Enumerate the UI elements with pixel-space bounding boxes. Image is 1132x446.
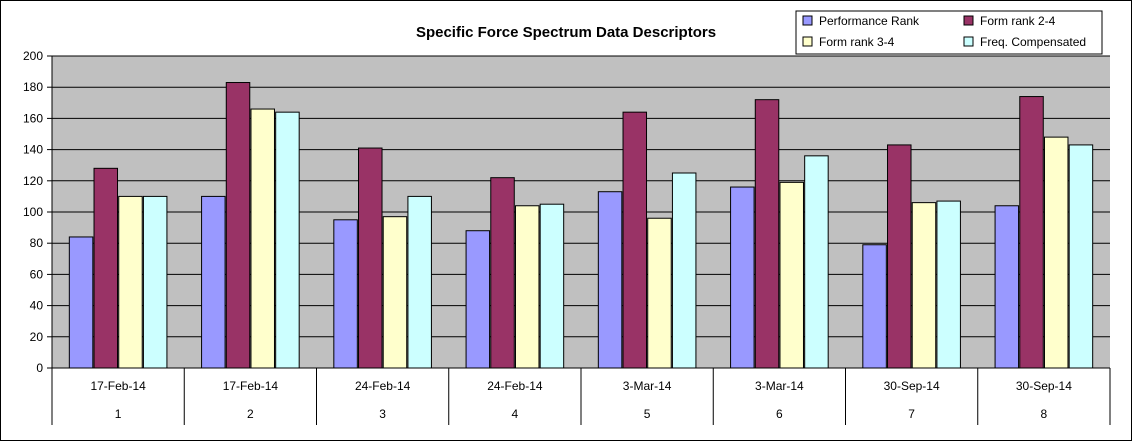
x-index-label: 7 bbox=[908, 407, 915, 421]
bar-2-cat-5 bbox=[622, 111, 648, 369]
x-index-label: 4 bbox=[512, 407, 519, 421]
bar-2-cat-8 bbox=[1019, 96, 1044, 369]
y-tick-label: 0 bbox=[36, 361, 43, 375]
bar-3-cat-7 bbox=[911, 202, 937, 369]
y-tick-label: 140 bbox=[23, 143, 43, 157]
legend-label-1: Performance Rank bbox=[819, 14, 920, 28]
x-index-label: 2 bbox=[247, 407, 254, 421]
bar-3-cat-3 bbox=[382, 216, 408, 369]
bar-1-cat-8 bbox=[994, 205, 1020, 369]
legend-box bbox=[795, 10, 1103, 55]
legend: Performance Rank Form rank 2-4 Form rank 3… bbox=[795, 10, 1103, 55]
legend-swatch-1 bbox=[802, 15, 813, 26]
bar-1-cat-5 bbox=[597, 191, 623, 369]
bar-1-cat-2 bbox=[201, 195, 226, 369]
x-axis: 17-Feb-14 1 17-Feb-14 2 24-Feb-14 3 24-Feb-14 4… bbox=[51, 367, 1111, 425]
bar-2-cat-1 bbox=[93, 167, 119, 369]
bar-4-cat-1 bbox=[142, 195, 168, 369]
y-tick-label: 20 bbox=[30, 330, 44, 344]
bar-3-cat-4 bbox=[514, 205, 540, 369]
bar-4-cat-5 bbox=[671, 172, 697, 369]
y-tick-label: 180 bbox=[23, 80, 43, 94]
bar-3-cat-1 bbox=[118, 195, 143, 369]
legend-label-4: Freq. Compensated bbox=[980, 35, 1086, 49]
bar-2-cat-3 bbox=[358, 147, 383, 369]
y-axis: 0 20 40 60 80 100 120 140 160 180 200 bbox=[23, 49, 53, 375]
y-tick-label: 200 bbox=[23, 49, 43, 63]
bar-4-cat-4 bbox=[539, 203, 565, 369]
bar-1-cat-3 bbox=[333, 219, 358, 369]
bar-2-cat-7 bbox=[887, 144, 912, 369]
legend-swatch-4 bbox=[963, 36, 974, 47]
bar-1-cat-6 bbox=[730, 186, 755, 369]
x-index-label: 3 bbox=[379, 407, 386, 421]
legend-label-2: Form rank 2-4 bbox=[980, 14, 1056, 28]
bar-4-cat-6 bbox=[804, 155, 829, 369]
x-index-label: 1 bbox=[115, 407, 122, 421]
bar-2-cat-6 bbox=[754, 99, 780, 369]
bar-2-cat-4 bbox=[490, 177, 515, 369]
x-date-label: 24-Feb-14 bbox=[355, 379, 411, 393]
y-tick-label: 40 bbox=[30, 299, 44, 313]
legend-swatch-3 bbox=[802, 36, 813, 47]
bar-1-cat-4 bbox=[465, 230, 491, 369]
x-date-label: 17-Feb-14 bbox=[90, 379, 146, 393]
bar-4-cat-7 bbox=[936, 200, 961, 369]
y-tick-label: 160 bbox=[23, 111, 43, 125]
bar-3-cat-2 bbox=[250, 108, 275, 369]
x-date-label: 17-Feb-14 bbox=[223, 379, 279, 393]
bar-1-cat-1 bbox=[68, 236, 94, 369]
bar-4-cat-8 bbox=[1068, 144, 1094, 369]
bar-1-cat-7 bbox=[862, 244, 887, 369]
bar-3-cat-5 bbox=[647, 217, 672, 369]
bar-4-cat-2 bbox=[275, 111, 300, 369]
x-index-label: 6 bbox=[776, 407, 783, 421]
legend-label-3: Form rank 3-4 bbox=[819, 35, 895, 49]
x-index-label: 5 bbox=[644, 407, 651, 421]
chart-title: Specific Force Spectrum Data Descriptors bbox=[416, 24, 716, 41]
x-date-label: 30-Sep-14 bbox=[884, 379, 940, 393]
y-tick-label: 60 bbox=[30, 267, 44, 281]
bar-3-cat-8 bbox=[1043, 136, 1069, 369]
bar-3-cat-6 bbox=[779, 181, 804, 369]
bar-4-cat-3 bbox=[407, 195, 432, 369]
legend-swatch-2 bbox=[963, 15, 974, 26]
x-index-label: 8 bbox=[1041, 407, 1048, 421]
x-date-label: 30-Sep-14 bbox=[1016, 379, 1072, 393]
y-tick-label: 100 bbox=[23, 205, 43, 219]
y-tick-label: 80 bbox=[30, 236, 44, 250]
bar-2-cat-2 bbox=[225, 82, 251, 369]
bars bbox=[68, 82, 1094, 369]
x-date-label: 3-Mar-14 bbox=[623, 379, 672, 393]
x-date-label: 3-Mar-14 bbox=[755, 379, 804, 393]
x-date-label: 24-Feb-14 bbox=[487, 379, 543, 393]
y-tick-label: 120 bbox=[23, 174, 43, 188]
